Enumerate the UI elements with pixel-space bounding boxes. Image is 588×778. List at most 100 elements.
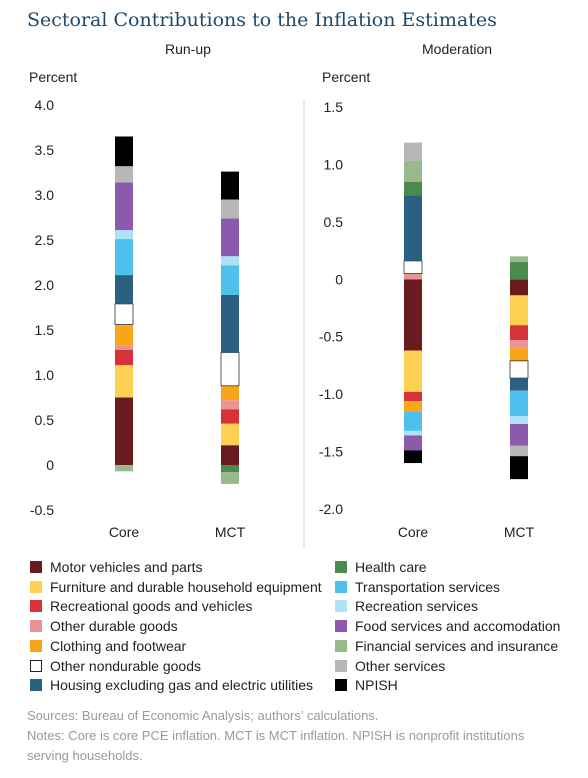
bar-segment: [510, 415, 528, 425]
sources-note: Sources: Bureau of Economic Analysis; au…: [27, 708, 379, 723]
legend-label: Food services and accomodation: [355, 618, 561, 635]
bar-segment: [510, 456, 528, 480]
y-tick-label: 1.0: [324, 156, 344, 172]
legend-item: Other services: [335, 657, 445, 675]
bar-segment: [510, 262, 528, 280]
chart-title: Sectoral Contributions to the Inflation …: [27, 9, 497, 31]
bar-segment: [404, 391, 422, 402]
legend-label: Other services: [355, 657, 446, 674]
panel-title-moderation: Moderation: [422, 41, 493, 57]
y-tick-label: -0.5: [30, 502, 54, 518]
bar-segment: [221, 199, 239, 219]
legend-swatch: [30, 639, 42, 652]
legend-item: Other durable goods: [30, 617, 178, 635]
legend-label: Recreation services: [355, 598, 478, 615]
bar-segment: [510, 348, 528, 361]
legend-label: Other durable goods: [50, 618, 178, 635]
legend-label: Recreational goods and vehicles: [50, 598, 253, 615]
legend-swatch: [335, 679, 347, 692]
legend-item: Furniture and durable household equipmen…: [30, 578, 322, 596]
bar-segment: [404, 279, 422, 351]
y-tick-label: 1.0: [35, 367, 55, 383]
y-tick-label: -1.0: [319, 386, 343, 402]
y-tick-label: 0: [46, 457, 54, 473]
bar-segment: [404, 195, 422, 261]
legend-swatch: [30, 679, 42, 692]
bar-segment: [404, 430, 422, 436]
legend-label: Health care: [355, 559, 427, 575]
legend-item: Recreation services: [335, 597, 478, 615]
bar-segment: [221, 218, 239, 257]
legend-label: NPISH: [355, 677, 398, 694]
bar-segment: [510, 279, 528, 296]
bar-segment: [115, 166, 133, 183]
bar-segment: [114, 303, 134, 325]
legend: Motor vehicles and parts Furniture and du…: [30, 558, 586, 698]
legend-label: Housing excluding gas and electric utili…: [50, 677, 314, 694]
legend-swatch: [335, 561, 347, 573]
bar-segment: [510, 445, 528, 457]
y-tick-label: 0.5: [35, 412, 55, 428]
bar-segment: [404, 273, 422, 280]
y-tick-label: 1.5: [35, 322, 55, 338]
y-tick-label: -0.5: [319, 329, 343, 345]
x-category-label: Core: [398, 524, 429, 540]
bar-segment: [115, 365, 133, 398]
bar-segment: [115, 397, 133, 465]
bar-segment: [221, 294, 239, 353]
bar-segment: [510, 378, 528, 391]
legend-swatch: [30, 580, 42, 593]
bar-segment: [510, 340, 528, 349]
x-category-label: Core: [109, 524, 140, 540]
bar-segment: [115, 465, 133, 472]
legend-swatch: [30, 659, 42, 672]
bar-segment: [221, 171, 239, 200]
ylabel-runup: Percent: [29, 69, 78, 85]
legend-label: Clothing and footwear: [50, 637, 187, 654]
bar-segment: [510, 390, 528, 416]
bar-segment: [221, 423, 239, 446]
bar-segment: [509, 360, 529, 379]
bar-segment: [510, 295, 528, 326]
ylabel-moderation: Percent: [322, 69, 371, 85]
legend-label: Furniture and durable household equipmen…: [50, 578, 322, 595]
y-tick-label: 0.5: [324, 214, 344, 230]
legend-item: Other nondurable goods: [30, 657, 201, 675]
legend-label: Other nondurable goods: [50, 657, 201, 674]
bar-segment: [221, 385, 239, 401]
bar-segment: [115, 182, 133, 231]
legend-swatch: [335, 639, 347, 652]
legend-label: Financial services and insurance: [355, 637, 559, 654]
bar-segment: [221, 472, 239, 484]
plots-area: 4.0 3.5 3.0 2.5 2.0 1.5 1.0 0.5 0 -0.5 Core MCT 1.5 1…: [30, 97, 535, 548]
y-tick-label: -1.5: [319, 444, 343, 460]
bar-segment: [510, 256, 528, 263]
bar-segment: [221, 256, 239, 266]
bar-segment: [115, 275, 133, 304]
legend-item: Financial services and insurance: [335, 637, 558, 655]
legend-item: Clothing and footwear: [30, 637, 186, 655]
bar-segment: [221, 445, 239, 465]
y-tick-label: 3.0: [35, 187, 55, 203]
x-category-label: MCT: [215, 524, 246, 540]
y-tick-label: -2.0: [319, 501, 343, 517]
bar-segment: [221, 400, 239, 410]
bar-segment: [404, 411, 422, 431]
bar-segment: [404, 181, 422, 196]
bar-segment: [221, 265, 239, 295]
legend-swatch: [30, 561, 42, 573]
legend-swatch: [335, 600, 347, 613]
legend-item: Food services and accomodation: [335, 617, 560, 635]
legend-item: Transportation services: [335, 578, 500, 596]
y-tick-label: 1.5: [324, 99, 344, 115]
legend-item: Housing excluding gas and electric utili…: [30, 676, 313, 694]
bar-segment: [403, 260, 423, 274]
bar-segment: [404, 350, 422, 392]
legend-swatch: [335, 620, 347, 633]
legend-item: Motor vehicles and parts: [30, 558, 203, 576]
legend-swatch: [335, 659, 347, 672]
panel-title-runup: Run-up: [165, 41, 211, 57]
legend-swatch: [335, 580, 347, 593]
y-tick-label: 0: [335, 271, 343, 287]
bar-segment: [510, 325, 528, 341]
